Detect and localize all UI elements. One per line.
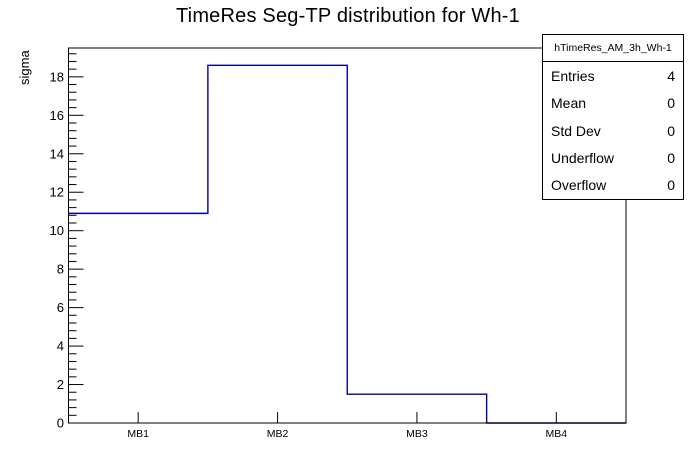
stats-row-underflow: Underflow 0 — [543, 144, 683, 171]
stats-label: Underflow — [551, 149, 615, 166]
stats-label: Overflow — [551, 177, 607, 194]
x-tick-label: MB1 — [127, 428, 149, 440]
stats-value: 0 — [667, 122, 675, 139]
y-tick-label: 0 — [57, 416, 64, 431]
stats-value: 4 — [667, 67, 675, 84]
stats-label: Entries — [551, 67, 595, 84]
stats-row-entries: Entries 4 — [543, 62, 683, 89]
y-tick-label: 12 — [50, 185, 64, 200]
y-tick-label: 8 — [57, 262, 64, 277]
y-tick-label: 2 — [57, 377, 64, 392]
plot-frame — [68, 47, 627, 424]
y-tick-label: 18 — [50, 69, 64, 84]
stats-row-overflow: Overflow 0 — [543, 172, 683, 199]
x-tick-label: MB4 — [546, 428, 568, 440]
histogram-line — [68, 64, 626, 424]
x-tick-label: MB3 — [406, 428, 428, 440]
y-tick-label: 10 — [50, 223, 64, 238]
stats-value: 0 — [667, 95, 675, 112]
stats-label: Std Dev — [551, 122, 601, 139]
stats-row-stddev: Std Dev 0 — [543, 117, 683, 144]
stats-label: Mean — [551, 95, 587, 112]
y-tick-label: 4 — [57, 339, 64, 354]
stats-row-mean: Mean 0 — [543, 89, 683, 116]
y-tick-label: 6 — [57, 300, 64, 315]
y-tick-label: 14 — [50, 146, 64, 161]
stats-box: hTimeRes_AM_3h_Wh-1 Entries 4 Mean 0 Std… — [542, 34, 684, 200]
stats-value: 0 — [667, 177, 675, 194]
stats-value: 0 — [667, 149, 675, 166]
stats-rows: Entries 4 Mean 0 Std Dev 0 Underflow 0 O… — [543, 62, 683, 199]
y-tick-label: 16 — [50, 108, 64, 123]
x-tick-label: MB2 — [267, 428, 289, 440]
chart-title: TimeRes Seg-TP distribution for Wh-1 — [176, 5, 520, 27]
stats-box-title: hTimeRes_AM_3h_Wh-1 — [543, 35, 683, 62]
